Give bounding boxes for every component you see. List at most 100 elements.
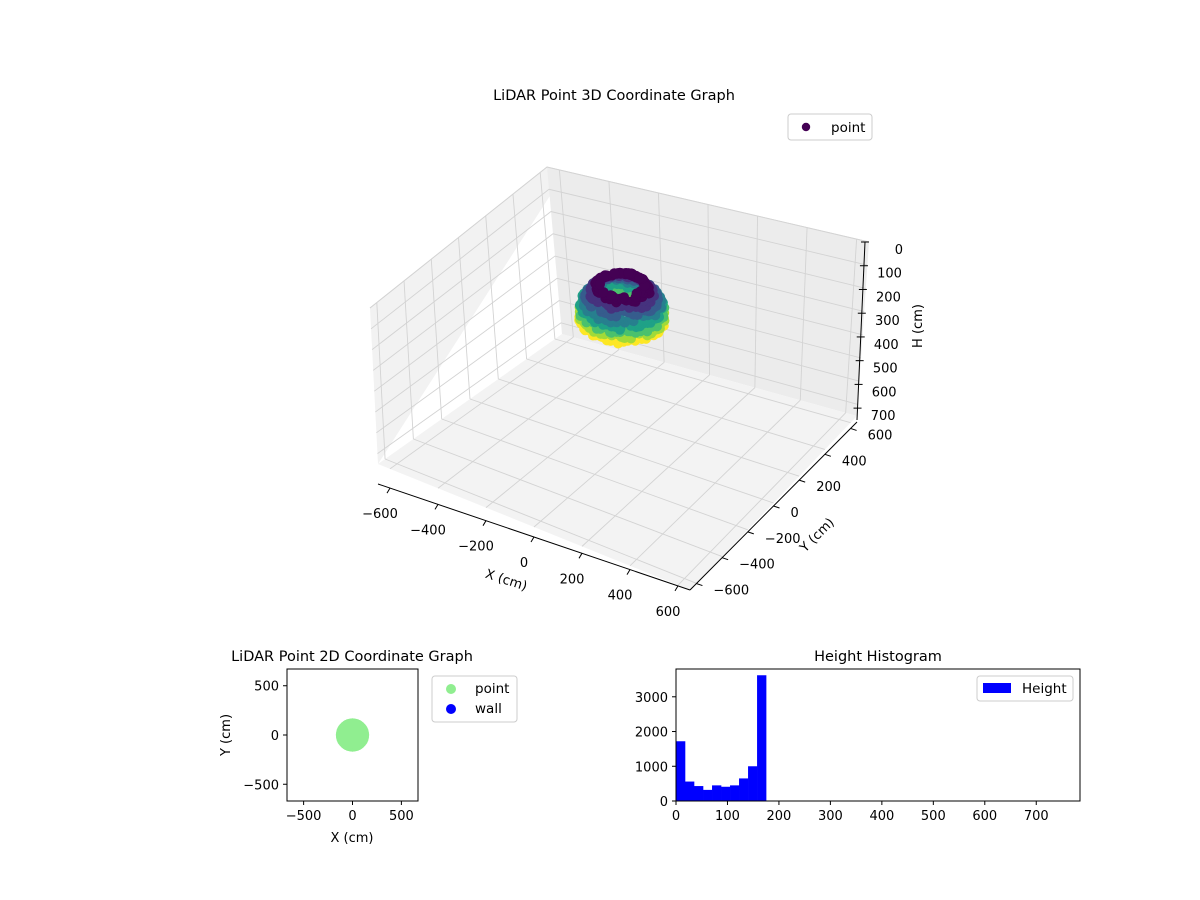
legend-histogram-frame bbox=[976, 675, 1074, 702]
histogram-x-tick-label: 0 bbox=[672, 809, 680, 824]
histogram-frame bbox=[675, 668, 1081, 802]
y-tick-label: −200 bbox=[765, 532, 801, 547]
grid-line-y bbox=[384, 458, 697, 584]
x-tick-label-2d: 0 bbox=[348, 809, 356, 824]
grid-line-x-back bbox=[754, 216, 758, 388]
cloud-point bbox=[631, 288, 642, 299]
cloud-point bbox=[595, 279, 605, 290]
h-ticks-3d: 0 100 200 300 400 500 600 700 bbox=[853, 241, 903, 424]
x-tick-label: 400 bbox=[608, 589, 633, 604]
plot-3d-title: LiDAR Point 3D Coordinate Graph bbox=[493, 88, 735, 104]
histogram-x-tick-label: 600 bbox=[972, 809, 997, 824]
x-tick bbox=[530, 536, 535, 543]
histogram-x-tick-label: 400 bbox=[869, 809, 894, 824]
grid-line-y-back bbox=[512, 194, 528, 360]
legend-histogram-swatch bbox=[983, 683, 1011, 693]
x-tick bbox=[482, 520, 487, 526]
grid-line-y-back bbox=[539, 172, 556, 340]
grid-line-h bbox=[371, 211, 866, 350]
y-tick-label-2d: 500 bbox=[254, 680, 279, 695]
grid-line-h bbox=[375, 277, 862, 413]
legend-2d-point-label: point bbox=[475, 681, 509, 697]
y-axis-label-3d: Y (cm) bbox=[797, 515, 838, 556]
x-tick-label: 200 bbox=[560, 572, 585, 587]
histogram-y-tick-label: 3000 bbox=[635, 691, 668, 706]
grid-line-h bbox=[373, 255, 863, 392]
histogram-x-tick-label: 700 bbox=[1024, 809, 1049, 824]
y-tick-label: −400 bbox=[739, 558, 775, 573]
legend-histogram: Height bbox=[976, 675, 1074, 702]
h-axis-line bbox=[856, 241, 866, 421]
histogram-bar bbox=[685, 781, 695, 801]
histogram-bar bbox=[757, 675, 767, 801]
histogram-x-tick-label: 300 bbox=[818, 809, 843, 824]
histogram-bar bbox=[730, 785, 740, 801]
x-tick-label-2d: −500 bbox=[286, 809, 322, 824]
h-axis-label-3d: H (cm) bbox=[911, 304, 926, 348]
point-cloud-3d bbox=[574, 267, 670, 349]
grid-line-x-back bbox=[658, 192, 665, 363]
cloud-point bbox=[619, 292, 630, 303]
legend-2d: point wall bbox=[431, 675, 518, 723]
y-tick-label: 200 bbox=[816, 480, 841, 495]
grid-line-y bbox=[526, 358, 826, 450]
y-tick bbox=[773, 505, 780, 509]
plot-2d-area bbox=[335, 718, 370, 752]
h-tick-label: 700 bbox=[871, 409, 896, 424]
grid-line-x-back bbox=[558, 169, 574, 338]
grid-line-x-back bbox=[845, 239, 858, 413]
x-tick-label-2d: 500 bbox=[389, 809, 414, 824]
h-tick-label: 600 bbox=[872, 385, 897, 400]
legend-3d-frame bbox=[787, 113, 873, 141]
x-tick bbox=[386, 487, 391, 494]
y-tick-label-2d: −500 bbox=[243, 778, 279, 793]
point-2d-cluster bbox=[339, 721, 366, 749]
plot-3d: LiDAR Point 3D Coordinate Graph −600 −400… bbox=[362, 88, 926, 620]
h-tick-label: 0 bbox=[895, 243, 903, 258]
y-axis-label-2d: Y (cm) bbox=[219, 714, 234, 757]
grid-line-y bbox=[441, 418, 748, 531]
histogram-bar bbox=[748, 766, 758, 801]
histogram-bar bbox=[712, 785, 722, 801]
grid-line-h bbox=[372, 233, 865, 371]
y-tick-label: −600 bbox=[713, 584, 749, 599]
histogram-title: Height Histogram bbox=[814, 649, 942, 665]
cloud-point bbox=[605, 290, 616, 301]
y-tick bbox=[799, 479, 806, 483]
grid-line-h bbox=[376, 300, 860, 434]
x-ticks-3d: −600 −400 −200 0 200 400 600 bbox=[362, 487, 680, 620]
pane-back-left bbox=[370, 167, 562, 464]
cloud-point bbox=[609, 268, 620, 279]
x-axis-label-3d: X (cm) bbox=[483, 567, 529, 595]
grid-line-y-back bbox=[376, 302, 386, 460]
x-tick-label: −400 bbox=[410, 523, 446, 538]
grid-line-y-back bbox=[430, 259, 443, 420]
legend-2d-point-marker bbox=[446, 684, 456, 694]
x-tick bbox=[674, 585, 679, 592]
histogram-bar bbox=[703, 789, 713, 801]
h-tick-label: 300 bbox=[875, 314, 900, 329]
grid-line-y bbox=[498, 378, 800, 477]
h-tick-label: 400 bbox=[874, 338, 899, 353]
h-tick-label: 500 bbox=[873, 362, 898, 377]
y-tick bbox=[721, 557, 729, 561]
grid-3d bbox=[369, 166, 870, 586]
histogram-bar bbox=[694, 786, 704, 801]
legend-2d-wall-label: wall bbox=[475, 701, 502, 717]
legend-3d-label: point bbox=[831, 120, 865, 136]
legend-histogram-label: Height bbox=[1022, 681, 1067, 697]
grid-line-y-back bbox=[485, 215, 499, 380]
grid-line-h bbox=[377, 322, 858, 454]
cloud-point bbox=[598, 287, 609, 298]
grid-line-y bbox=[413, 438, 723, 557]
grid-line-y bbox=[469, 398, 774, 504]
x-axis-label-2d: X (cm) bbox=[331, 831, 374, 846]
histogram-ticks: 0 100 200 300 400 500 600 700 0 1000 2000 3000 bbox=[635, 691, 1049, 824]
x-tick bbox=[434, 504, 439, 510]
y-tick-label: 0 bbox=[791, 506, 799, 521]
cloud-point bbox=[599, 271, 609, 282]
plot-2d: LiDAR Point 2D Coordinate Graph −500−500… bbox=[219, 649, 518, 846]
h-tick-label: 100 bbox=[877, 267, 902, 282]
cloud-point bbox=[623, 268, 634, 279]
